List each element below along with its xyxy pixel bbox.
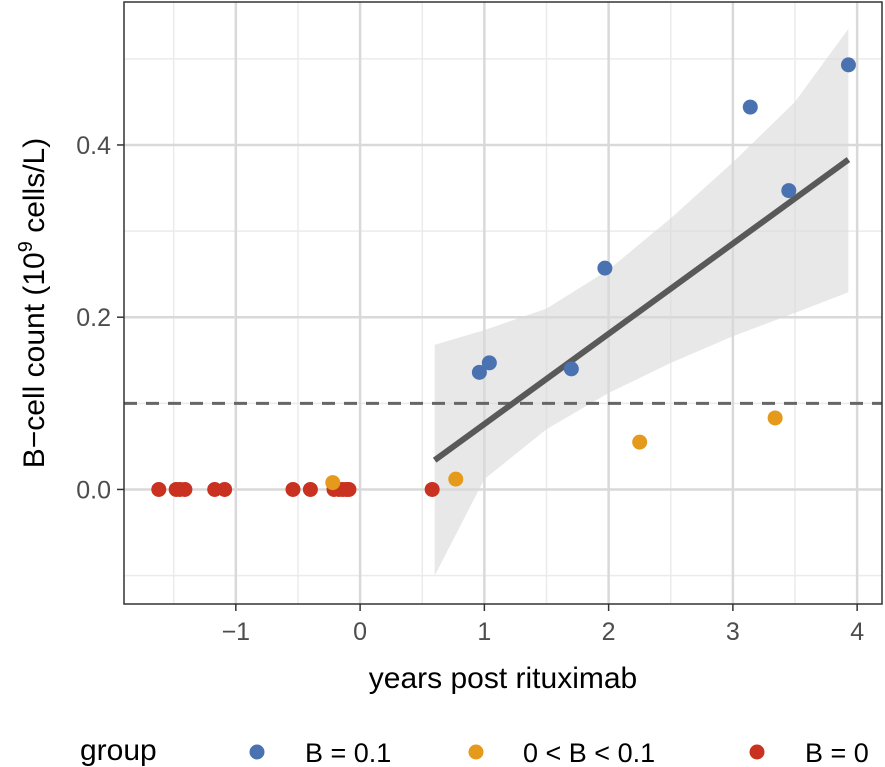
y-tick-label: 0.4 xyxy=(76,132,111,160)
data-point xyxy=(632,434,648,450)
confidence-band xyxy=(434,28,849,576)
x-tick-label: 1 xyxy=(477,618,491,646)
fit-line xyxy=(432,157,851,463)
data-point xyxy=(448,471,464,487)
data-point xyxy=(481,355,497,371)
legend: group B = 0.1 0 < B < 0.1 B = 0 xyxy=(80,734,869,767)
y-axis-title: B−cell count (109 cells/L) xyxy=(15,138,51,468)
fit-line-group xyxy=(432,157,851,463)
y-axis-title-suffix: cells/L) xyxy=(18,138,51,241)
legend-label-0-lt-b-lt-0-1: 0 < B < 0.1 xyxy=(523,738,655,767)
y-tick-label: 0.0 xyxy=(76,476,111,504)
x-tick-label: 3 xyxy=(726,618,740,646)
data-point xyxy=(177,481,193,497)
confidence-band-group xyxy=(434,28,849,576)
data-point xyxy=(341,481,357,497)
data-point xyxy=(471,364,487,380)
y-axis-ticks: 0.0 0.2 0.4 xyxy=(76,132,124,504)
series-0-b-0-1 xyxy=(325,410,783,491)
x-axis-title: years post rituximab xyxy=(369,662,637,695)
legend-title: group xyxy=(80,734,157,767)
data-point xyxy=(151,481,167,497)
y-axis-title-prefix: B−cell count (10 xyxy=(18,252,51,468)
panel-border xyxy=(123,1,883,605)
data-points xyxy=(151,57,856,497)
series-b-0 xyxy=(151,481,440,497)
y-tick-label: 0.2 xyxy=(76,304,111,332)
data-point xyxy=(285,481,301,497)
x-tick-label: −1 xyxy=(222,618,251,646)
data-point xyxy=(325,475,341,491)
legend-key-b-equals-0 xyxy=(749,744,765,760)
legend-label-b-equals-0-1: B = 0.1 xyxy=(305,738,391,767)
data-point xyxy=(302,481,318,497)
legend-label-b-equals-0: B = 0 xyxy=(805,738,869,767)
data-point xyxy=(563,361,579,377)
data-point xyxy=(597,260,613,276)
data-point xyxy=(840,57,856,73)
x-tick-label: 4 xyxy=(850,618,864,646)
x-tick-label: 2 xyxy=(602,618,616,646)
y-axis-title-exponent: 9 xyxy=(15,241,37,252)
data-point xyxy=(742,99,758,115)
data-point xyxy=(217,481,233,497)
data-point xyxy=(781,183,797,199)
x-tick-label: 0 xyxy=(353,618,367,646)
legend-key-b-equals-0-1 xyxy=(249,744,265,760)
legend-key-0-lt-b-lt-0-1 xyxy=(468,744,484,760)
series-b-0-1 xyxy=(471,57,856,380)
data-point xyxy=(424,481,440,497)
data-point xyxy=(767,410,783,426)
x-axis-ticks: −1 0 1 2 3 4 xyxy=(222,604,864,646)
